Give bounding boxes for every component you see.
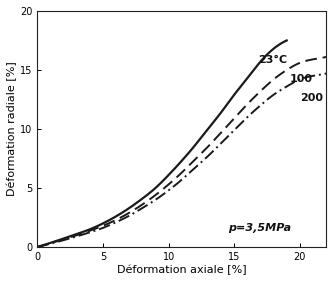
Text: p=3,5MPa: p=3,5MPa bbox=[228, 223, 291, 233]
Y-axis label: Déformation radiale [%]: Déformation radiale [%] bbox=[7, 61, 17, 196]
X-axis label: Déformation axiale [%]: Déformation axiale [%] bbox=[117, 265, 246, 275]
Text: 23°C: 23°C bbox=[258, 55, 287, 65]
Text: 200: 200 bbox=[300, 93, 323, 103]
Text: 100: 100 bbox=[289, 74, 312, 84]
